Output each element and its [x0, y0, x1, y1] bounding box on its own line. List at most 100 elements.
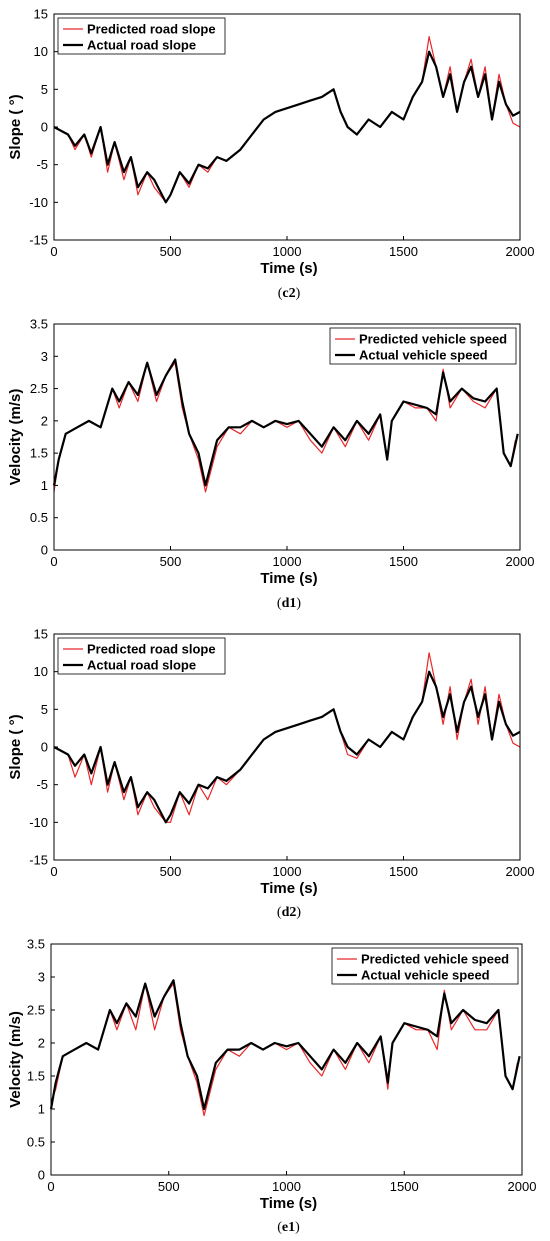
chart-2: 0 500 1000 1500 2000 -15 -10 -5 0 5 10 15 Time (s) Sl… — [7, 627, 534, 921]
y-tick-label: 3 — [38, 970, 45, 985]
y-tick-label: 1.5 — [27, 1069, 45, 1084]
caption-close: ) — [296, 596, 301, 611]
caption-label: c2 — [282, 286, 295, 301]
panel-caption: (e1) — [277, 1220, 300, 1235]
x-tick-label: 500 — [158, 1179, 180, 1194]
y-tick-label: -5 — [36, 777, 48, 792]
y-tick-label: -5 — [36, 157, 48, 172]
x-tick-label: 0 — [50, 244, 57, 259]
x-tick-label: 2000 — [508, 1179, 537, 1194]
caption-label: d2 — [282, 905, 297, 920]
y-tick-label: 0 — [41, 543, 48, 558]
y-tick-label: -10 — [29, 195, 48, 210]
chart-0: 0 500 1000 1500 2000 -15 -10 -5 0 5 10 15 Time (s) Sl… — [7, 7, 534, 302]
y-tick-label: 5 — [41, 82, 48, 97]
series-line-predicted-road-slope — [53, 36, 521, 203]
y-tick-label: -15 — [29, 853, 48, 868]
chart-1: 0 500 1000 1500 2000 0 0.5 1 1.5 2 2.5 3 3.5 Time (s)… — [7, 317, 534, 612]
panel-caption: (c2) — [278, 286, 301, 301]
y-tick-label: 0 — [41, 740, 48, 755]
y-tick-label: 2 — [38, 1036, 45, 1051]
x-tick-label: 1000 — [273, 244, 302, 259]
y-axis-label: Velocity (m/s) — [7, 389, 24, 486]
y-tick-label: 15 — [34, 7, 48, 22]
x-tick-label: 1000 — [273, 864, 302, 879]
x-tick-label: 500 — [160, 864, 182, 879]
x-tick-label: 500 — [160, 554, 182, 569]
y-tick-label: 2 — [41, 413, 48, 428]
legend-box — [57, 17, 226, 55]
y-tick-label: 15 — [34, 627, 48, 642]
caption-label: d1 — [282, 596, 297, 611]
legend-entry-label: Actual road slope — [87, 38, 196, 53]
y-tick-label: 3.5 — [30, 317, 48, 332]
caption-open: ( — [277, 905, 282, 920]
legend-entry-label: Actual road slope — [87, 658, 196, 673]
y-tick-label: 5 — [41, 702, 48, 717]
x-tick-label: 2000 — [506, 554, 535, 569]
y-tick-label: 0.5 — [27, 1135, 45, 1150]
y-tick-label: 10 — [34, 664, 48, 679]
panel-caption: (d1) — [277, 596, 301, 611]
y-tick-label: 3.5 — [27, 937, 45, 952]
y-tick-label: 0 — [38, 1168, 45, 1183]
y-tick-label: 2.5 — [27, 1003, 45, 1018]
x-tick-label: 0 — [47, 1179, 54, 1194]
y-tick-label: 0 — [41, 120, 48, 135]
series-line-actual-vehicle-speed — [52, 358, 519, 487]
legend-entry-label: Actual vehicle speed — [361, 968, 490, 983]
x-tick-label: 1500 — [389, 554, 418, 569]
caption-close: ) — [296, 905, 301, 920]
y-tick-label: 0.5 — [30, 510, 48, 525]
x-axis-label: Time (s) — [260, 570, 317, 587]
chart-3: 0 500 1000 1500 2000 0 0.5 1 1.5 2 2.5 3 3.5 Time (s)… — [7, 937, 536, 1236]
x-tick-label: 1500 — [389, 244, 418, 259]
y-tick-label: 3 — [41, 349, 48, 364]
x-tick-label: 1000 — [272, 1179, 301, 1194]
y-tick-label: 10 — [34, 44, 48, 59]
y-tick-label: 1 — [41, 478, 48, 493]
x-tick-label: 0 — [50, 864, 57, 879]
series-line-actual-vehicle-speed — [49, 979, 521, 1111]
legend-box — [57, 637, 226, 675]
x-tick-label: 1500 — [389, 864, 418, 879]
y-tick-label: 1.5 — [30, 446, 48, 461]
y-tick-label: 1 — [38, 1102, 45, 1117]
legend-entry-label: Predicted road slope — [87, 642, 216, 657]
caption-label: e1 — [282, 1220, 295, 1235]
y-axis-label: Slope ( °) — [7, 714, 24, 779]
legend-box — [329, 327, 517, 365]
x-tick-label: 500 — [160, 244, 182, 259]
legend-box — [331, 947, 519, 985]
caption-open: ( — [278, 286, 283, 301]
series-line-actual-road-slope — [53, 670, 521, 824]
x-axis-label: Time (s) — [260, 260, 317, 277]
caption-open: ( — [277, 596, 282, 611]
x-tick-label: 2000 — [506, 244, 535, 259]
legend-entry-label: Predicted road slope — [87, 22, 216, 37]
x-tick-label: 0 — [50, 554, 57, 569]
y-tick-label: -10 — [29, 815, 48, 830]
y-tick-label: -15 — [29, 233, 48, 248]
x-axis-label: Time (s) — [260, 880, 317, 897]
x-tick-label: 2000 — [506, 864, 535, 879]
x-tick-label: 1500 — [390, 1179, 419, 1194]
caption-close: ) — [295, 1220, 300, 1235]
caption-open: ( — [277, 1220, 282, 1235]
y-axis-label: Slope ( °) — [7, 94, 24, 159]
series-line-predicted-road-slope — [53, 652, 521, 823]
caption-close: ) — [296, 286, 301, 301]
y-axis-label: Velocity (m/s) — [7, 1011, 24, 1108]
legend-entry-label: Actual vehicle speed — [359, 348, 488, 363]
x-axis-label: Time (s) — [260, 1195, 317, 1212]
legend-entry-label: Predicted vehicle speed — [361, 952, 509, 967]
series-line-actual-road-slope — [53, 50, 521, 204]
x-tick-label: 1000 — [273, 554, 302, 569]
legend-entry-label: Predicted vehicle speed — [359, 332, 507, 347]
panel-caption: (d2) — [277, 905, 301, 920]
